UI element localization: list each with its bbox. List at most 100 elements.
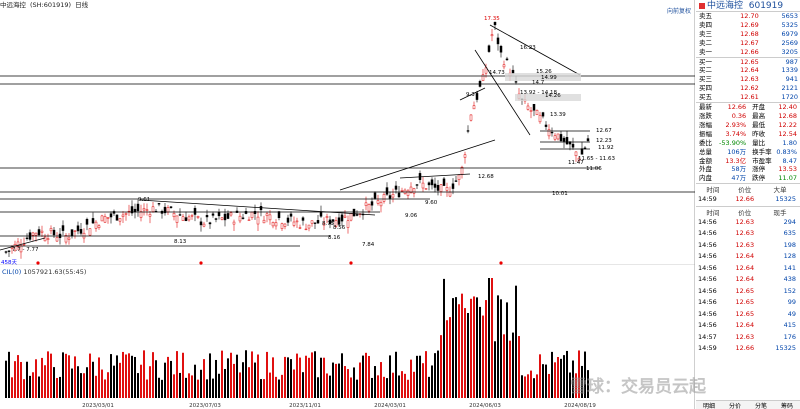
zone-box <box>505 73 581 81</box>
volume-bar <box>278 379 280 398</box>
volume-bar <box>56 377 58 398</box>
candle-body <box>427 182 431 186</box>
tick-price: 12.65 <box>735 286 755 295</box>
volume-bar <box>152 352 154 398</box>
sidebar-tabs: 明细 分价 分笔 筹码 <box>696 400 800 409</box>
quote-label: 总量 <box>699 147 712 156</box>
volume-indicator-name[interactable]: CIL(0) <box>2 268 22 276</box>
volume-bar <box>497 295 499 398</box>
volume-bar <box>119 362 121 398</box>
candle-body <box>289 213 293 217</box>
quote-label: 涨停 <box>752 165 766 174</box>
volume-bar <box>488 278 490 398</box>
candle-body <box>415 184 419 186</box>
price-label: 9.06 <box>405 213 418 219</box>
volume-bar <box>536 374 538 398</box>
candle-body <box>397 192 401 198</box>
candle-body <box>526 105 530 110</box>
sell-level-label: 卖三 <box>699 29 712 38</box>
sidebar-tab-0[interactable]: 明细 <box>702 403 715 409</box>
volume-bar <box>257 354 259 398</box>
tick-time: 14:56 <box>698 309 717 318</box>
candle-body <box>22 243 26 246</box>
volume-chart[interactable] <box>0 265 695 398</box>
volume-bar <box>98 357 100 398</box>
candle-body <box>322 223 326 226</box>
tick-row: 14:56 12.64 415 <box>696 320 800 332</box>
volume-bar <box>563 355 565 398</box>
candle-body <box>286 217 290 223</box>
volume-bar <box>503 334 505 398</box>
brand-icon <box>699 2 705 9</box>
chart-panel[interactable]: 中远海控 (SH:601919) 日线 向前复权 17.35 16.23 14.73… <box>0 0 695 409</box>
quote-label: 昨收 <box>752 129 766 138</box>
candle-body <box>475 93 479 100</box>
quote-value: 12.40 <box>778 103 797 112</box>
quote-value: 13.3亿 <box>725 156 747 165</box>
volume-bar <box>323 357 325 398</box>
adjust-label[interactable]: 向前复权 <box>666 8 691 15</box>
tick-row: 14:56 12.65 152 <box>696 286 800 298</box>
price-label: 8.75 <box>322 221 335 227</box>
ticks-head-vol: 现手 <box>773 208 787 217</box>
candle-body <box>514 81 518 83</box>
volume-bar <box>290 359 292 398</box>
volume-bar <box>47 351 49 398</box>
volume-bar <box>476 297 478 398</box>
sidebar-tab-1[interactable]: 分价 <box>728 403 741 409</box>
ticks-head-price: 价位 <box>738 208 752 217</box>
quote-value: 12.68 <box>778 111 797 120</box>
volume-bar <box>164 362 166 398</box>
candle-body <box>424 188 428 190</box>
sell-level-volume: 6979 <box>781 29 798 38</box>
candle-body <box>88 228 92 236</box>
tick-volume: 141 <box>783 263 796 272</box>
candle-body <box>577 157 581 161</box>
candle-body <box>292 221 296 226</box>
volume-bar <box>431 365 433 398</box>
volume-bar <box>182 352 184 398</box>
tick-price: 12.63 <box>735 240 755 249</box>
candle-body <box>349 213 353 221</box>
tick-time: 14:56 <box>698 263 717 272</box>
price-label: 12.67 <box>596 128 612 134</box>
sidebar-tab-3[interactable]: 筹码 <box>780 403 793 409</box>
volume-bar <box>8 351 10 398</box>
candle-body <box>319 211 323 217</box>
volume-bar <box>176 351 178 398</box>
candle-body <box>487 45 491 52</box>
candle-body <box>106 217 110 219</box>
volume-bar <box>308 357 310 398</box>
volume-bar <box>251 351 253 398</box>
volume-bar <box>338 363 340 398</box>
candle-body <box>355 214 359 216</box>
ticks-table[interactable]: 时间 价位 现手 14:56 12.63 294 14:56 12.63 635 14:56 12… <box>696 205 800 355</box>
tick-volume: 49 <box>787 309 796 318</box>
volume-bar <box>350 377 352 398</box>
buy-level-volume: 1339 <box>781 66 798 75</box>
date-tick: 2023/11/01 <box>289 403 321 409</box>
volume-bar <box>137 373 139 398</box>
candle-body <box>376 200 380 204</box>
volume-bar <box>260 379 262 398</box>
tick-price: 12.63 <box>735 217 755 226</box>
volume-bar <box>470 298 472 398</box>
volume-bar <box>128 353 130 398</box>
volume-bar <box>179 372 181 398</box>
tick-time: 14:59 <box>698 344 717 353</box>
chart-header: 中远海控 (SH:601919) 日线 <box>0 0 88 10</box>
sidebar-tab-2[interactable]: 分笔 <box>754 403 767 409</box>
volume-bar <box>236 354 238 398</box>
candle-body <box>148 214 152 217</box>
period-label[interactable]: 日线 <box>75 1 89 9</box>
sell-level-row: 卖二 12.67 2569 <box>696 39 800 48</box>
candle-body <box>34 232 38 236</box>
volume-bar <box>17 355 19 398</box>
tick-volume: 152 <box>783 286 796 295</box>
ticks-head-time: 时间 <box>706 208 720 217</box>
volume-bar <box>194 364 196 398</box>
tick-price: 12.64 <box>735 275 755 284</box>
volume-bar <box>353 367 355 398</box>
volume-bar <box>44 365 46 398</box>
